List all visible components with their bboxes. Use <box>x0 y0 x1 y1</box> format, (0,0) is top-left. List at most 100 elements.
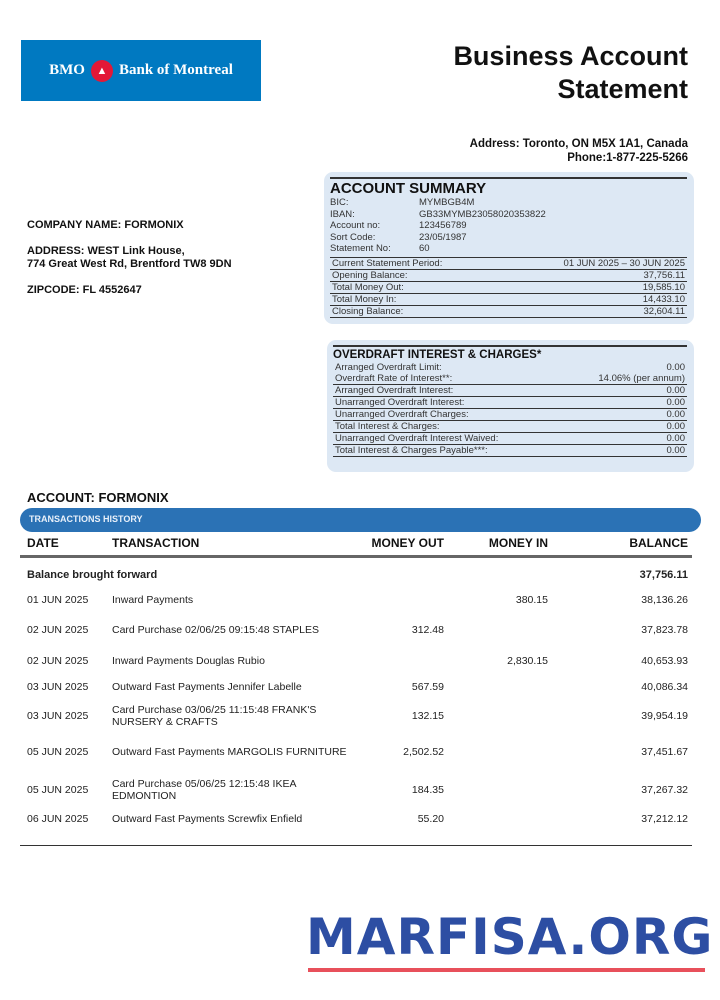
row-description: Outward Fast Payments Screwfix Enfield <box>112 813 303 825</box>
row-date: 01 JUN 2025 <box>27 594 89 606</box>
logo-bmo-text: BMO <box>49 62 85 78</box>
title-line-2: Statement <box>557 74 688 104</box>
transactions-history-bar: TRANSACTIONS HISTORY <box>20 508 701 532</box>
row-money-out: 2,502.52 <box>403 746 444 758</box>
summary-info-row: IBAN: GB33MYMB23058020353822 <box>330 209 687 221</box>
row-money-out: 55.20 <box>417 813 444 825</box>
row-label: Total Money Out: <box>332 281 404 293</box>
row-label: Closing Balance: <box>332 305 404 317</box>
overdraft-row: Total Interest & Charges Payable***: 0.00 <box>333 444 687 457</box>
title-line-1: Business Account <box>453 41 688 71</box>
row-money-out: 567.59 <box>411 681 444 693</box>
row-description: Inward Payments <box>112 594 194 606</box>
row-balance: 37,451.67 <box>641 746 688 758</box>
row-balance: 40,086.34 <box>641 681 688 693</box>
info-label: Sort Code: <box>330 231 376 243</box>
bank-contact: Address: Toronto, ON M5X 1A1, Canada Pho… <box>470 137 688 165</box>
row-value: 01 JUN 2025 – 30 JUN 2025 <box>563 257 685 269</box>
row-label: Unarranged Overdraft Interest: <box>335 397 465 408</box>
row-date: 02 JUN 2025 <box>27 655 89 667</box>
table-header: DATE TRANSACTION MONEY OUT MONEY IN BALA… <box>20 536 692 558</box>
overdraft-title: OVERDRAFT INTEREST & CHARGES* <box>333 345 687 362</box>
watermark: MARFISA.ORG <box>306 908 714 966</box>
row-value: 14.06% (per annum) <box>598 373 685 384</box>
row-label: Arranged Overdraft Limit: <box>335 362 442 373</box>
row-date: 03 JUN 2025 <box>27 681 89 693</box>
row-money-in: 380.15 <box>515 594 548 606</box>
table-row: 01 JUN 2025 Inward Payments 380.15 38,136.2… <box>20 584 692 616</box>
row-value: 0.00 <box>666 421 686 432</box>
info-label: BIC: <box>330 197 349 208</box>
col-balance: BALANCE <box>629 536 688 550</box>
bmo-logo: BMO ▲ Bank of Montreal <box>21 40 261 101</box>
col-transaction: TRANSACTION <box>112 536 200 550</box>
row-balance: 40,653.93 <box>641 655 688 667</box>
row-value: 14,433.10 <box>642 293 685 305</box>
company-address: ADDRESS: WEST Link House, 774 Great West … <box>27 245 232 271</box>
row-label: Total Interest & Charges Payable***: <box>335 445 488 456</box>
summary-info-row: Account no: 123456789 <box>330 220 687 232</box>
col-money-out: MONEY OUT <box>371 536 444 550</box>
row-value: 37,756.11 <box>643 269 685 281</box>
row-balance: 39,954.19 <box>641 710 688 722</box>
info-label: Account no: <box>330 220 381 231</box>
row-label: Arranged Overdraft Interest: <box>335 385 454 396</box>
info-value: 23/05/1987 <box>419 231 467 243</box>
company-name: COMPANY NAME: FORMONIX <box>27 219 184 231</box>
summary-row: Opening Balance: 37,756.11 <box>330 268 687 281</box>
info-value: 60 <box>419 243 430 254</box>
bmo-roundel-icon: ▲ <box>90 59 113 82</box>
table-row: 06 JUN 2025 Outward Fast Payments Screwfi… <box>20 803 692 835</box>
overdraft-row: Unarranged Overdraft Interest: 0.00 <box>333 396 687 408</box>
row-label: Unarranged Overdraft Interest Waived: <box>335 433 499 444</box>
history-label: TRANSACTIONS HISTORY <box>29 514 143 524</box>
info-value: 123456789 <box>419 220 467 231</box>
row-value: 0.00 <box>666 385 686 396</box>
row-money-in: 2,830.15 <box>507 655 548 667</box>
table-row: 02 JUN 2025 Card Purchase 02/06/25 09:15:… <box>20 614 692 646</box>
row-money-out: 184.35 <box>411 784 444 796</box>
page-title: Business Account Statement <box>453 40 688 106</box>
summary-row: Total Money Out: 19,585.10 <box>330 280 687 293</box>
summary-row: Closing Balance: 32,604.11 <box>330 304 687 318</box>
row-label: Overdraft Rate of Interest**: <box>335 373 453 384</box>
transactions-table: Balance brought forward 37,756.11 01 JUN… <box>20 560 692 846</box>
summary-row: Current Statement Period: 01 JUN 2025 – 3… <box>330 256 687 269</box>
row-description: Outward Fast Payments MARGOLIS FURNITURE <box>112 746 347 758</box>
brought-forward-label: Balance brought forward <box>27 569 158 581</box>
summary-row: Total Money In: 14,433.10 <box>330 292 687 305</box>
row-date: 02 JUN 2025 <box>27 624 89 636</box>
row-money-out: 312.48 <box>411 624 444 636</box>
info-label: IBAN: <box>330 208 355 220</box>
address-line-1: ADDRESS: WEST Link House, <box>27 245 185 257</box>
row-description: Card Purchase 05/06/25 12:15:48 IKEA EDM… <box>112 778 296 802</box>
col-money-in: MONEY IN <box>488 536 548 550</box>
info-label: Statement No: <box>330 243 391 254</box>
row-description: Outward Fast Payments Jennifer Labelle <box>112 681 302 693</box>
brought-forward-row: Balance brought forward 37,756.11 <box>20 568 692 582</box>
row-value: 0.00 <box>666 362 686 373</box>
row-balance: 37,212.12 <box>641 813 688 825</box>
table-row: 03 JUN 2025 Outward Fast Payments Jennife… <box>20 671 692 703</box>
row-balance: 38,136.26 <box>641 594 688 606</box>
address-line-2: 774 Great West Rd, Brentford TW8 9DN <box>27 258 232 270</box>
summary-info-row: Sort Code: 23/05/1987 <box>330 232 687 244</box>
row-value: 0.00 <box>666 433 686 444</box>
row-label: Unarranged Overdraft Charges: <box>335 409 469 420</box>
row-description: Inward Payments Douglas Rubio <box>112 655 265 667</box>
overdraft-charges: OVERDRAFT INTEREST & CHARGES* Arranged O… <box>327 340 694 472</box>
table-row: 05 JUN 2025 Outward Fast Payments MARGOLI… <box>20 736 692 768</box>
row-date: 05 JUN 2025 <box>27 784 89 796</box>
row-date: 06 JUN 2025 <box>27 813 89 825</box>
table-row: 02 JUN 2025 Inward Payments Douglas Rubio… <box>20 645 692 677</box>
row-value: 32,604.11 <box>643 305 685 317</box>
row-label: Opening Balance: <box>332 269 408 281</box>
summary-title: ACCOUNT SUMMARY <box>330 177 687 197</box>
row-description: Card Purchase 03/06/25 11:15:48 FRANK'S … <box>112 704 317 728</box>
row-description: Card Purchase 02/06/25 09:15:48 STAPLES <box>112 624 320 636</box>
overdraft-row: Unarranged Overdraft Interest Waived: 0.0… <box>333 432 687 444</box>
overdraft-row: Overdraft Rate of Interest**: 14.06% (per… <box>333 373 687 384</box>
bank-address: Address: Toronto, ON M5X 1A1, Canada <box>469 138 688 150</box>
overdraft-row: Arranged Overdraft Limit: 0.00 <box>333 362 687 373</box>
info-value: GB33MYMB23058020353822 <box>419 208 546 220</box>
